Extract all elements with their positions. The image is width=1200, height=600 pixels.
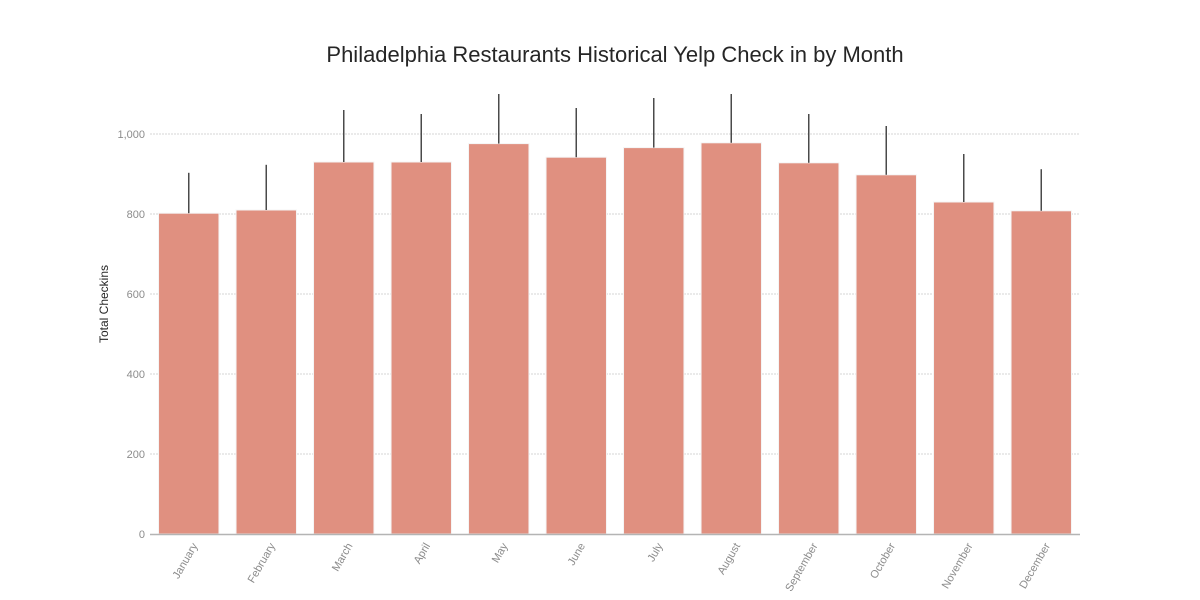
y-tick-label: 600 xyxy=(127,289,145,301)
bar-november xyxy=(933,201,995,535)
x-tick-label: October xyxy=(868,541,898,581)
bar-june xyxy=(545,156,607,535)
bar-april xyxy=(390,161,452,535)
y-tick-label: 0 xyxy=(139,529,145,541)
y-tick-label: 1,000 xyxy=(117,129,145,141)
bar-march xyxy=(313,161,375,535)
y-tick-label: 800 xyxy=(127,209,145,221)
bar-may xyxy=(468,143,530,535)
x-tick-label: April xyxy=(412,541,433,566)
y-tick-label: 200 xyxy=(127,449,145,461)
bars xyxy=(158,142,1072,535)
bar-december xyxy=(1010,210,1072,535)
bar-october xyxy=(855,174,917,535)
y-axis-label: Total Checkins xyxy=(97,265,111,343)
x-tick-label: November xyxy=(940,541,976,591)
x-tick-label: December xyxy=(1017,541,1053,591)
x-tick-label: February xyxy=(246,541,279,586)
chart-title: Philadelphia Restaurants Historical Yelp… xyxy=(326,42,904,67)
x-tick-label: July xyxy=(645,541,665,564)
error-bars xyxy=(188,94,1042,214)
bar-july xyxy=(623,147,685,535)
x-tick-label: August xyxy=(716,541,744,577)
x-tick-label: September xyxy=(783,541,820,594)
x-tick-label: May xyxy=(490,541,511,565)
x-tick-label: January xyxy=(171,541,201,581)
gridlines xyxy=(150,133,1080,455)
x-tick-label: March xyxy=(330,541,356,573)
bar-september xyxy=(778,162,840,535)
bar-august xyxy=(700,142,762,535)
y-tick-label: 400 xyxy=(127,369,145,381)
x-tick-label: June xyxy=(566,541,588,568)
bar-january xyxy=(158,212,220,535)
bar-february xyxy=(235,209,297,535)
